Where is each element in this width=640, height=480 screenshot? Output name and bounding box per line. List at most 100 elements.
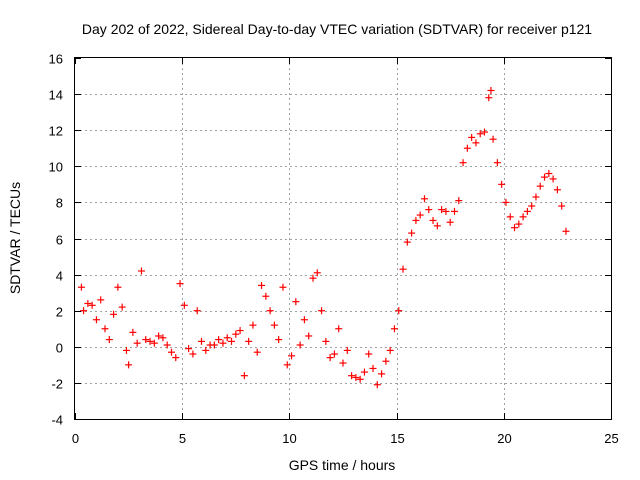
data-point: [438, 206, 446, 214]
data-point: [487, 86, 495, 94]
data-point: [258, 281, 266, 289]
data-point: [150, 339, 158, 347]
y-tick-label: -4: [51, 413, 63, 428]
data-point: [330, 350, 338, 358]
data-point: [408, 229, 416, 237]
x-tick-label: 15: [390, 431, 404, 446]
data-point: [378, 370, 386, 378]
data-point: [137, 267, 145, 275]
data-point: [528, 202, 536, 210]
data-point: [105, 336, 113, 344]
grid: [75, 58, 611, 419]
data-point: [180, 301, 188, 309]
data-point: [446, 218, 454, 226]
data-point: [249, 321, 257, 329]
data-point: [313, 269, 321, 277]
data-point: [335, 325, 343, 333]
data-point: [416, 211, 424, 219]
data-point: [97, 296, 105, 304]
chart-title: Day 202 of 2022, Sidereal Day-to-day VTE…: [82, 21, 592, 37]
data-point: [541, 173, 549, 181]
data-point: [77, 283, 85, 291]
data-point: [114, 283, 122, 291]
data-point: [283, 361, 291, 369]
plot-frame: [74, 57, 612, 420]
data-point: [459, 159, 467, 167]
data-point: [185, 345, 193, 353]
data-point: [279, 283, 287, 291]
data-point: [360, 368, 368, 376]
data-point: [562, 227, 570, 235]
x-tick-label: 5: [179, 431, 186, 446]
data-point: [122, 346, 130, 354]
y-tick-label: 0: [56, 341, 63, 356]
data-point: [215, 336, 223, 344]
data-point: [412, 216, 420, 224]
data-point: [545, 170, 553, 178]
data-point: [523, 207, 531, 215]
data-point: [425, 206, 433, 214]
axes: 0 5 10 15 20 25 -4 -2 0 2 4 6 8 10 12 14 16: [49, 52, 619, 447]
data-point: [110, 310, 118, 318]
data-point: [133, 339, 141, 347]
data-point: [515, 220, 523, 228]
data-point: [101, 325, 109, 333]
data-point: [511, 224, 519, 232]
data-point: [305, 332, 313, 340]
data-point: [339, 359, 347, 367]
data-point: [485, 94, 493, 102]
data-point: [549, 175, 557, 183]
data-point: [236, 327, 244, 335]
data-point: [80, 307, 88, 315]
y-tick-label: 8: [56, 196, 63, 211]
data-point: [275, 336, 283, 344]
data-point: [498, 180, 506, 188]
data-point: [262, 292, 270, 300]
data-point: [167, 348, 175, 356]
data-point: [420, 195, 428, 203]
data-point: [481, 128, 489, 136]
data-point: [476, 130, 484, 138]
x-axis-label: GPS time / hours: [289, 457, 396, 473]
data-point: [240, 372, 248, 380]
y-tick-label: 10: [49, 160, 63, 175]
y-axis-label: SDTVAR / TECUs: [7, 182, 23, 294]
data-point: [172, 354, 180, 362]
data-point: [386, 346, 394, 354]
data-point: [493, 159, 501, 167]
data-point: [442, 207, 450, 215]
data-point: [296, 341, 304, 349]
data-point: [429, 216, 437, 224]
y-tick-label: 6: [56, 233, 63, 248]
data-point: [463, 144, 471, 152]
x-tick-label: 25: [604, 431, 618, 446]
data-point: [176, 280, 184, 288]
data-point: [322, 337, 330, 345]
data-point: [142, 336, 150, 344]
data-point: [506, 213, 514, 221]
data-point: [343, 346, 351, 354]
data-point: [472, 139, 480, 147]
data-marks: [77, 86, 570, 389]
data-point: [373, 381, 381, 389]
data-point: [489, 135, 497, 143]
x-tick-label: 0: [72, 431, 79, 446]
data-point: [390, 325, 398, 333]
y-tick-label: 2: [56, 305, 63, 320]
data-point: [223, 334, 231, 342]
data-point: [369, 364, 377, 372]
data-point: [232, 330, 240, 338]
data-point: [365, 350, 373, 358]
data-point: [433, 222, 441, 230]
data-point: [558, 202, 566, 210]
data-point: [536, 182, 544, 190]
x-tick-label: 20: [497, 431, 511, 446]
data-point: [300, 316, 308, 324]
y-tick-label: -2: [51, 377, 63, 392]
data-point: [455, 197, 463, 205]
data-point: [92, 316, 100, 324]
data-point: [118, 303, 126, 311]
data-point: [292, 298, 300, 306]
data-point: [553, 186, 561, 194]
data-point: [159, 334, 167, 342]
